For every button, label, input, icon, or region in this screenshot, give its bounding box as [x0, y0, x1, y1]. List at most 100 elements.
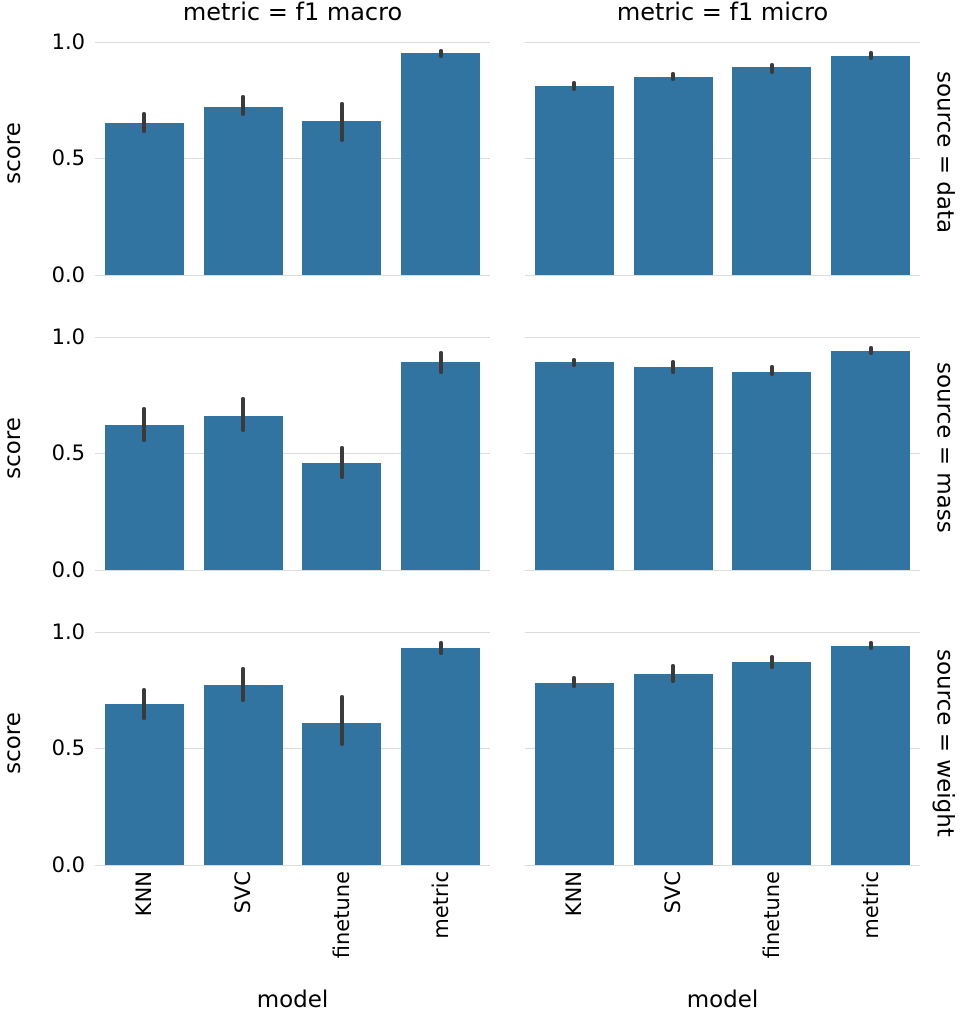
bar-metric [401, 53, 481, 275]
x-tick-label-finetune: finetune [329, 871, 354, 959]
bar-metric [831, 55, 911, 275]
error-bar-finetune [769, 364, 774, 377]
x-axis-label: model [686, 987, 759, 1013]
error-bar-SVC [671, 360, 676, 374]
gridline [525, 865, 920, 866]
x-tick-label-finetune: finetune [759, 871, 784, 959]
gridline [95, 336, 490, 338]
bar-metric [401, 648, 481, 865]
y-axis-label: score [0, 711, 26, 774]
error-bar-finetune [339, 102, 344, 142]
subplot-mass-f1-macro [95, 325, 490, 571]
bar-KNN [534, 86, 614, 275]
facet-row-label-text: source = mass [931, 362, 958, 533]
gridline [95, 865, 490, 866]
facet-row-label-text: source = weight [931, 648, 958, 837]
bar-finetune [302, 462, 382, 570]
gridline [525, 453, 920, 455]
facet-title-f1-micro: metric = f1 micro [616, 0, 829, 26]
subplot-mass-f1-micro [525, 325, 920, 571]
y-axis: score 0.0 0.5 1.0 [0, 29, 95, 287]
y-tick-label: 1.0 [51, 619, 85, 644]
bar-KNN [534, 362, 614, 570]
y-tick-label: 0.5 [51, 146, 85, 171]
error-bar-KNN [142, 687, 147, 721]
facet-row-label-weight: source = weight [920, 620, 969, 865]
gridline [95, 748, 490, 750]
facet-row-label-mass: source = mass [920, 325, 969, 570]
error-bar-KNN [572, 676, 577, 688]
error-bar-KNN [142, 111, 147, 133]
y-tick-label: 0.0 [51, 558, 85, 582]
error-bar-SVC [671, 664, 676, 683]
gridline [95, 570, 490, 571]
gridline [525, 336, 920, 338]
error-bar-finetune [769, 655, 774, 669]
error-bar-finetune [769, 62, 774, 75]
subplot-weight-f1-macro [95, 620, 490, 866]
gridline [95, 275, 490, 276]
y-tick-label: 0.5 [51, 441, 85, 466]
bar-metric [831, 645, 911, 865]
subplot-data-f1-micro [525, 30, 920, 276]
gridline [95, 453, 490, 455]
y-tick-label: 1.0 [51, 324, 85, 349]
error-bar-SVC [671, 72, 676, 82]
facet-title-f1-macro: metric = f1 macro [182, 0, 403, 26]
y-axis-label: score [0, 121, 26, 184]
gridline [525, 631, 920, 633]
gridline [95, 41, 490, 43]
bar-KNN [534, 683, 614, 865]
y-axis: score 0.0 0.5 1.0 [0, 619, 95, 877]
y-axis-label: score [0, 416, 26, 479]
subplot-data-f1-macro [95, 30, 490, 276]
error-bar-metric [438, 48, 443, 58]
x-tick-label-SVC: SVC [661, 871, 686, 914]
error-bar-SVC [241, 95, 246, 117]
x-tick-label-KNN: KNN [132, 871, 157, 917]
x-tick-label-SVC: SVC [231, 871, 256, 914]
bar-finetune [732, 67, 812, 275]
error-bar-KNN [572, 357, 577, 367]
error-bar-finetune [339, 446, 344, 479]
bar-finetune [302, 722, 382, 865]
error-bar-KNN [142, 406, 147, 442]
error-bar-metric [868, 346, 873, 356]
bar-metric [831, 350, 911, 570]
bar-SVC [633, 673, 713, 865]
error-bar-finetune [339, 694, 344, 746]
y-tick-label: 0.5 [51, 736, 85, 761]
y-tick-label: 0.0 [51, 263, 85, 287]
gridline [525, 748, 920, 750]
bar-KNN [104, 704, 184, 865]
gridline [525, 570, 920, 571]
gridline [525, 275, 920, 276]
y-tick-label: 0.0 [51, 853, 85, 877]
error-bar-metric [868, 51, 873, 61]
bar-finetune [302, 121, 382, 275]
x-tick-label-metric: metric [858, 871, 883, 939]
bar-SVC [203, 685, 283, 865]
error-bar-metric [868, 641, 873, 651]
error-bar-SVC [241, 666, 246, 702]
bar-SVC [203, 107, 283, 275]
gridline [95, 631, 490, 633]
bar-SVC [633, 367, 713, 570]
y-tick-label: 1.0 [51, 29, 85, 54]
x-axis-label: model [256, 987, 329, 1013]
x-tick-labels: KNN SVC finetune metric [525, 865, 920, 980]
x-tick-label-metric: metric [428, 871, 453, 939]
gridline [95, 158, 490, 160]
subplot-weight-f1-micro [525, 620, 920, 866]
gridline [525, 158, 920, 160]
x-tick-label-KNN: KNN [562, 871, 587, 917]
bar-KNN [104, 123, 184, 275]
gridline [525, 41, 920, 43]
bar-finetune [732, 371, 812, 570]
y-axis: score 0.0 0.5 1.0 [0, 324, 95, 582]
error-bar-metric [438, 350, 443, 374]
x-tick-labels: KNN SVC finetune metric [95, 865, 490, 980]
error-bar-SVC [241, 397, 246, 433]
bar-SVC [203, 416, 283, 570]
bar-metric [401, 362, 481, 570]
